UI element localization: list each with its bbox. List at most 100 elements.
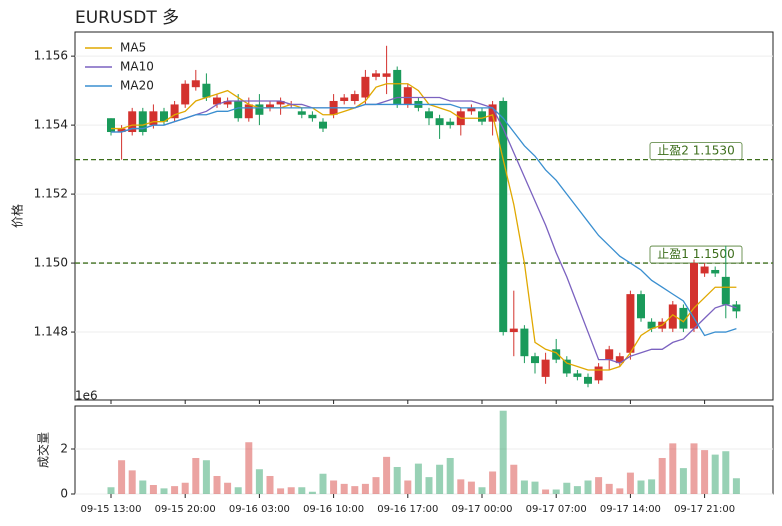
volume-bar [139,480,147,494]
candle-body [403,87,412,105]
volume-bar [255,469,263,494]
volume-bar [319,473,327,494]
x-tick-label: 09-15 20:00 [155,504,216,515]
candle-body [509,328,518,333]
candle-body [552,349,561,360]
volume-bar [436,464,444,494]
volume-bar [563,482,571,494]
candle-body [467,107,476,112]
volume-bar [277,488,285,494]
volume-bar [160,488,168,494]
target-label-box [649,142,743,161]
x-tick-label: 09-17 14:00 [600,504,661,515]
candle-body [425,111,433,119]
volume-bar [489,471,497,494]
candle-body [138,111,147,133]
volume-bar [457,479,465,494]
candle-body [319,121,327,129]
x-tick-label: 09-17 21:00 [674,504,735,515]
volume-bar [118,460,126,494]
volume-bar [298,487,306,494]
y-tick-label: 1.152 [34,187,68,201]
ma-line [111,96,737,364]
volume-bar [383,456,391,494]
candle-body [690,263,698,329]
volume-bar [266,475,274,494]
candle-body [160,111,168,122]
candle-body [711,269,720,274]
candle-body [276,100,285,105]
y-tick-label: 1.156 [34,49,68,63]
volume-bar [584,480,592,494]
x-tick-label: 09-16 17:00 [377,504,438,515]
candle-body [668,304,677,329]
candle-body [170,104,179,119]
candle-body [372,73,380,77]
volume-bar [701,450,709,494]
volume-bar [605,483,613,494]
volume-bar [308,491,316,494]
ma-line [111,83,737,371]
candle-body [626,294,635,353]
volume-bar [404,480,412,494]
volume-bar [234,487,242,494]
volume-bar [499,410,507,494]
volume-bar [520,480,528,494]
volume-bar [478,487,486,494]
y-tick-label: 1.154 [34,118,68,132]
candle-body [647,321,656,329]
candle-body [700,266,709,274]
volume-bar [648,479,656,494]
candle-body [266,104,274,108]
volume-bar [446,457,454,494]
candle-body [107,118,115,133]
candle-body [244,104,253,119]
candle-body [520,328,529,357]
volume-bar [128,470,136,494]
x-tick-label: 09-15 13:00 [80,504,141,515]
volume-bar [658,457,666,494]
candle-body [181,83,190,105]
x-tick-label: 09-16 10:00 [303,504,364,515]
chart-title: EURUSDT 多 [75,8,179,28]
volume-bar [542,489,550,494]
candle-body [340,97,349,101]
candle-body [234,100,243,119]
volume-bar [224,482,232,494]
target-label: 止盈2 1.1530 [657,144,734,158]
main-frame [74,31,774,401]
legend-label: MA5 [120,41,146,55]
candle-body [605,349,614,360]
volume-bar [732,478,740,494]
volume-bar [340,483,348,494]
x-tick-label: 09-16 03:00 [229,504,290,515]
volume-bar [616,488,624,494]
ma-line [111,103,737,337]
candle-body [499,100,508,333]
candle-body [382,73,391,77]
legend-label: MA10 [120,60,154,74]
volume-bar [245,442,253,494]
candle-body [350,94,359,101]
volume-bar [192,457,200,494]
volume-bar [573,486,581,494]
volume-bar [552,489,560,494]
candle-body [594,366,603,381]
volume-axis-label: 成交量 [36,432,51,468]
candle-body [223,100,232,105]
volume-bar [330,480,338,494]
y-tick-label: 2 [60,441,68,455]
volume-bar [372,477,380,494]
volume-bar [425,477,433,494]
candle-body [488,104,497,122]
offset-label: 1e6 [75,389,98,403]
volume-bar [181,482,189,494]
candle-body [584,376,592,384]
candle-body [531,356,539,364]
volume-bar [202,460,210,494]
candle-body [308,114,317,119]
candle-body [446,121,455,126]
candle-body [191,80,200,88]
candle-body [435,118,444,126]
x-tick-label: 09-17 00:00 [451,504,512,515]
